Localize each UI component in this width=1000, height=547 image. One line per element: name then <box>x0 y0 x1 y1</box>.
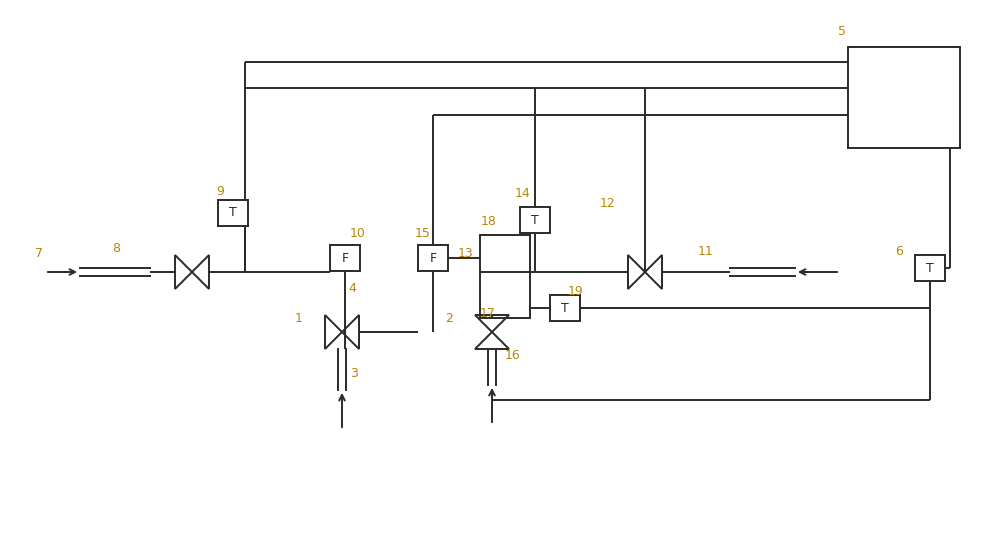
Text: 2: 2 <box>445 312 453 325</box>
Text: 13: 13 <box>458 247 474 260</box>
Text: 15: 15 <box>415 227 431 240</box>
Text: 3: 3 <box>350 367 358 380</box>
Text: 7: 7 <box>35 247 43 260</box>
Text: 17: 17 <box>480 307 496 320</box>
Bar <box>915 255 945 281</box>
Text: 19: 19 <box>568 285 584 298</box>
Text: 4: 4 <box>348 282 356 295</box>
Bar <box>848 47 960 148</box>
Bar <box>418 245 448 271</box>
Text: 6: 6 <box>895 245 903 258</box>
Text: 9: 9 <box>216 185 224 198</box>
Text: 11: 11 <box>698 245 714 258</box>
Text: 1: 1 <box>295 312 303 325</box>
Bar <box>218 200 248 226</box>
Bar <box>480 235 530 318</box>
Bar <box>330 245 360 271</box>
Text: 12: 12 <box>600 197 616 210</box>
Text: T: T <box>531 213 539 226</box>
Text: 14: 14 <box>515 187 531 200</box>
Text: 10: 10 <box>350 227 366 240</box>
Text: F: F <box>429 252 437 265</box>
Text: T: T <box>229 207 237 219</box>
Text: T: T <box>561 301 569 315</box>
Text: 8: 8 <box>112 242 120 255</box>
Text: F: F <box>341 252 349 265</box>
Bar <box>550 295 580 321</box>
Text: 5: 5 <box>838 25 846 38</box>
Bar <box>520 207 550 233</box>
Text: T: T <box>926 261 934 275</box>
Text: 18: 18 <box>481 215 497 228</box>
Text: 16: 16 <box>505 349 521 362</box>
